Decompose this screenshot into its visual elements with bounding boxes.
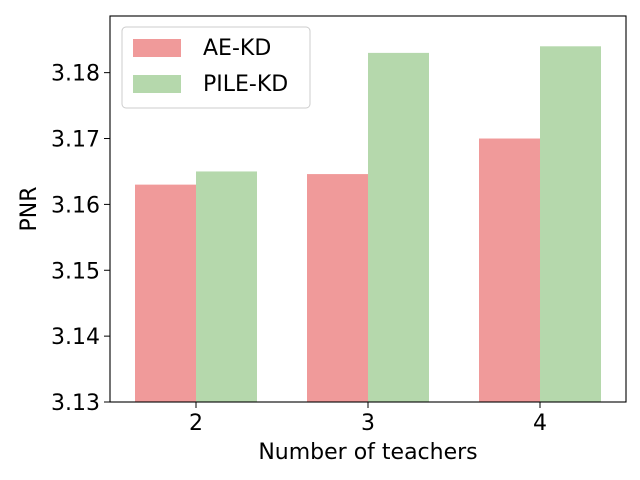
y-tick-label: 3.18 bbox=[51, 62, 100, 87]
x-tick-label: 2 bbox=[189, 411, 203, 436]
bar-pile-kd-4 bbox=[540, 46, 601, 402]
x-tick-label: 4 bbox=[533, 411, 547, 436]
y-tick-label: 3.13 bbox=[51, 391, 100, 416]
bar-ae-kd-4 bbox=[479, 138, 540, 402]
bar-ae-kd-3 bbox=[307, 174, 368, 402]
y-tick-label: 3.16 bbox=[51, 193, 100, 218]
bar-pile-kd-2 bbox=[196, 171, 257, 402]
y-axis-label: PNR bbox=[17, 186, 42, 231]
legend: AE-KD PILE-KD bbox=[121, 26, 311, 109]
y-axis-ticks: 3.13 3.14 3.15 3.16 3.17 3.18 bbox=[51, 62, 110, 416]
legend-items: AE-KD PILE-KD bbox=[133, 36, 288, 97]
x-axis-label: Number of teachers bbox=[258, 440, 477, 465]
bars-layer bbox=[135, 46, 601, 403]
bar-ae-kd-2 bbox=[135, 184, 196, 402]
y-tick-label: 3.15 bbox=[51, 259, 100, 284]
legend-swatch-ae-kd bbox=[133, 39, 181, 57]
y-tick-label: 3.17 bbox=[51, 128, 100, 153]
legend-swatch-pile-kd bbox=[133, 75, 181, 93]
x-axis-ticks: 2 3 4 bbox=[189, 402, 547, 436]
y-tick-label: 3.14 bbox=[51, 325, 100, 350]
legend-label-ae-kd: AE-KD bbox=[203, 36, 271, 61]
x-tick-label: 3 bbox=[361, 411, 375, 436]
legend-label-pile-kd: PILE-KD bbox=[203, 72, 288, 97]
bar-pile-kd-3 bbox=[368, 52, 429, 403]
